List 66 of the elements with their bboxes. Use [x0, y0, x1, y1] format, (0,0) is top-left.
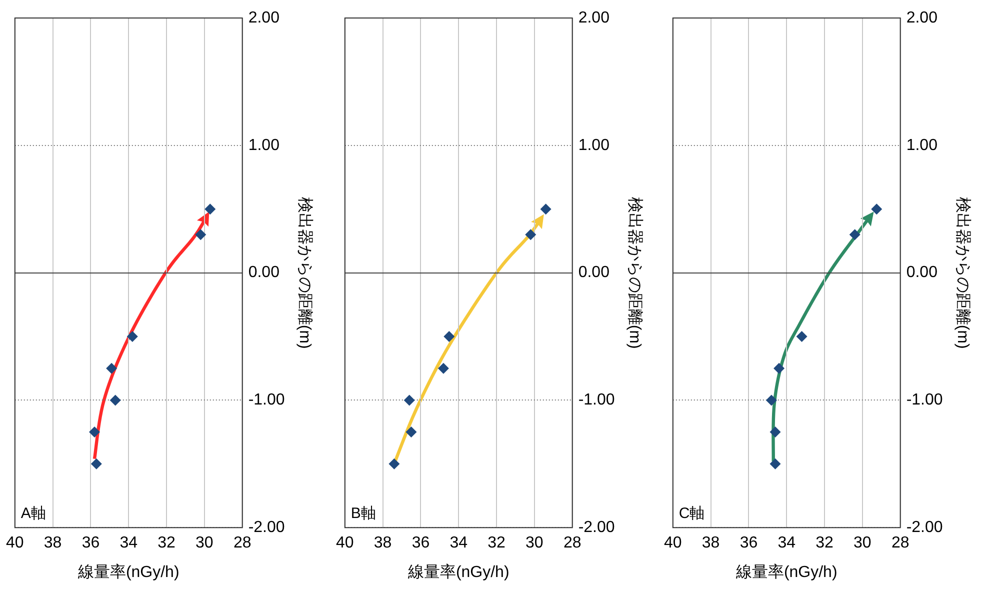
x-tick-label: 28 [563, 534, 582, 552]
y-tick-label: -1.00 [578, 392, 615, 409]
point [126, 331, 138, 342]
x-axis-title: 線量率(nGy/h) [406, 562, 510, 581]
point [106, 362, 118, 374]
x-tick-label: 40 [336, 534, 354, 552]
x-tick-label: 38 [702, 534, 720, 552]
y-tick-label: -2.00 [248, 519, 285, 536]
point [871, 204, 882, 215]
x-tick-label: 32 [488, 534, 506, 552]
point [774, 362, 785, 374]
x-tick-label: 38 [44, 534, 62, 552]
x-tick-label: 36 [82, 534, 100, 552]
point [438, 362, 449, 374]
text: A軸 [20, 505, 46, 522]
point [796, 331, 808, 342]
y-tick-label: -2.00 [578, 519, 615, 536]
y-tick-label: 2.00 [248, 9, 280, 26]
point [406, 426, 417, 438]
text: B軸 [350, 505, 376, 522]
point [444, 331, 455, 342]
x-tick-label: 32 [158, 534, 176, 552]
y-tick-label: 0.00 [906, 264, 938, 282]
x-tick-label: 32 [816, 534, 834, 552]
point [90, 458, 102, 470]
x-tick-label: 36 [412, 534, 430, 552]
x-tick-label: 30 [196, 534, 214, 552]
x-tick-label: 30 [526, 534, 544, 552]
x-tick-label: 28 [233, 534, 252, 552]
x-axis-title: 線量率(nGy/h) [734, 562, 838, 581]
y-tick-label: -1.00 [248, 392, 285, 409]
x-tick-label: 34 [778, 534, 796, 552]
x-axis-title: 線量率(nGy/h) [76, 562, 180, 581]
y-tick-label: 0.00 [248, 264, 280, 282]
y-axis-title: 検出器からの距離(m) [296, 196, 314, 349]
x-tick-label: 36 [740, 534, 758, 552]
y-tick-label: -2.00 [906, 519, 943, 536]
point [849, 229, 860, 240]
y-tick-label: 1.00 [906, 136, 938, 154]
point [89, 426, 100, 438]
x-tick-label: 28 [891, 534, 910, 552]
x-tick-label: 34 [450, 534, 468, 552]
x-tick-label: 40 [6, 534, 24, 552]
y-tick-label: 1.00 [248, 136, 280, 154]
x-tick-label: 34 [120, 534, 138, 552]
point [766, 394, 777, 406]
y-tick-label: 1.00 [578, 136, 610, 154]
y-tick-label: 2.00 [578, 9, 610, 26]
point [110, 394, 121, 406]
point [770, 458, 781, 470]
point [204, 204, 216, 215]
y-tick-label: 2.00 [906, 9, 938, 26]
x-tick-label: 38 [374, 534, 392, 552]
point [195, 229, 206, 240]
x-tick-label: 40 [664, 534, 682, 552]
point [404, 394, 415, 406]
text: C軸 [678, 505, 705, 522]
y-tick-label: -1.00 [906, 392, 943, 409]
point [525, 229, 536, 240]
point [770, 426, 781, 438]
y-axis-title: 検出器からの距離(m) [626, 196, 644, 349]
y-axis-title: 検出器からの距離(m) [954, 196, 972, 349]
x-tick-label: 30 [854, 534, 872, 552]
y-tick-label: 0.00 [578, 264, 610, 282]
point [540, 204, 552, 215]
point [388, 458, 400, 470]
